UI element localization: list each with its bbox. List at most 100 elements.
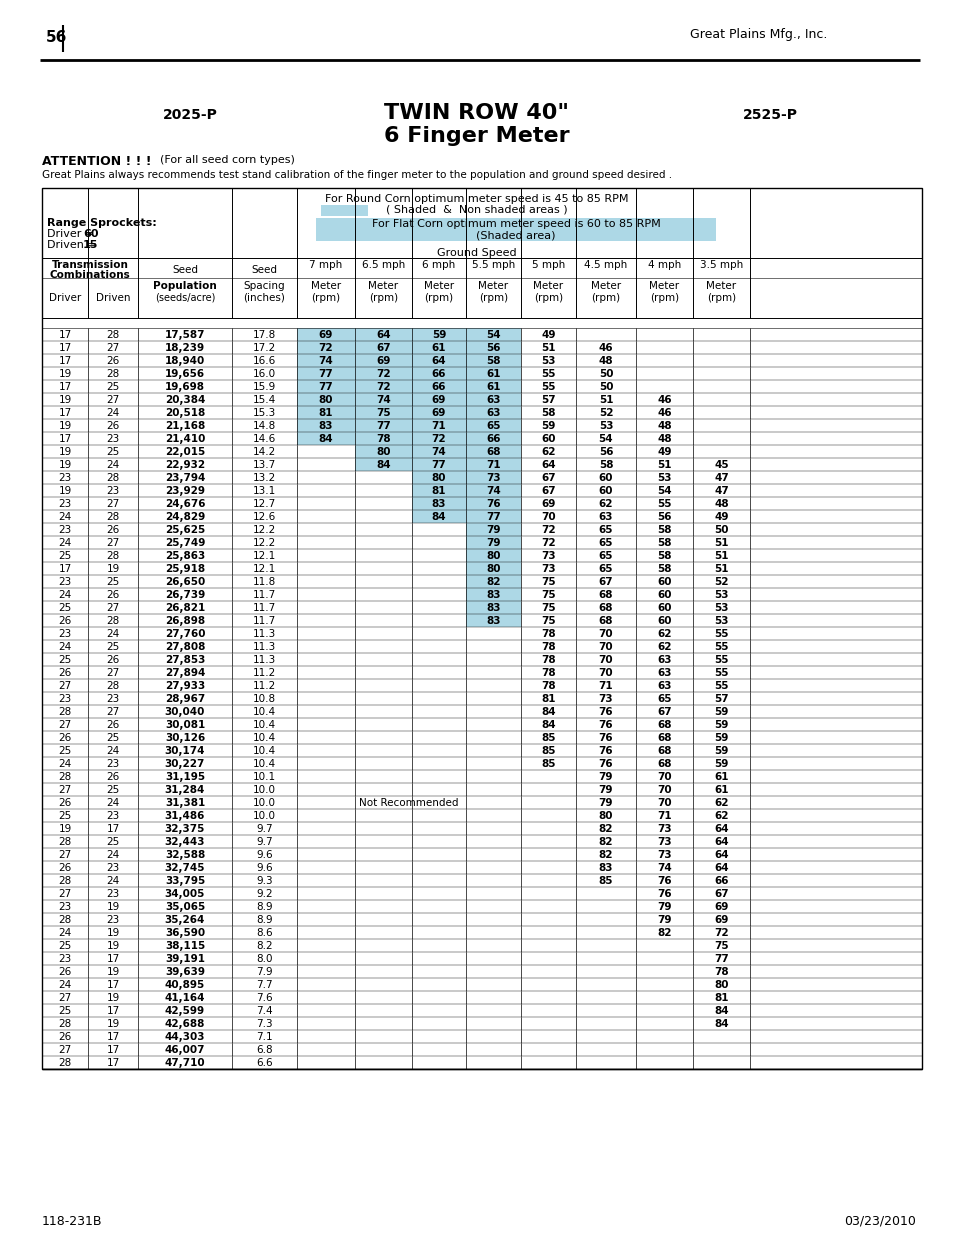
Text: 77: 77 — [375, 421, 391, 431]
Bar — [412, 445, 465, 458]
Text: 72: 72 — [540, 525, 556, 535]
Text: 80: 80 — [318, 395, 333, 405]
Text: 78: 78 — [540, 655, 556, 664]
Text: 24: 24 — [107, 746, 119, 756]
Text: 72: 72 — [540, 538, 556, 548]
Text: Meter: Meter — [649, 282, 679, 291]
Text: 17: 17 — [107, 1032, 119, 1042]
Text: Ground Speed: Ground Speed — [436, 248, 517, 258]
Text: 27: 27 — [58, 785, 71, 795]
Text: 64: 64 — [714, 850, 728, 860]
Text: 67: 67 — [598, 577, 613, 587]
Text: 25: 25 — [107, 577, 119, 587]
Text: 55: 55 — [657, 499, 671, 509]
Text: TWIN ROW 40": TWIN ROW 40" — [384, 103, 569, 124]
Text: 68: 68 — [598, 616, 613, 626]
Text: 63: 63 — [657, 668, 671, 678]
Text: 66: 66 — [432, 382, 446, 391]
Text: 69: 69 — [432, 408, 446, 417]
Text: 6 mph: 6 mph — [422, 261, 456, 270]
Text: 8.6: 8.6 — [256, 927, 273, 939]
Text: 26,650: 26,650 — [165, 577, 205, 587]
Text: 69: 69 — [714, 915, 728, 925]
Bar — [412, 432, 465, 445]
Text: Transmission: Transmission — [51, 261, 129, 270]
Text: 26,739: 26,739 — [165, 590, 205, 600]
Bar — [412, 367, 465, 380]
Text: 55: 55 — [540, 382, 556, 391]
Text: 70: 70 — [598, 668, 613, 678]
Text: (rpm): (rpm) — [369, 293, 397, 303]
Text: 24: 24 — [107, 459, 119, 471]
Text: 69: 69 — [714, 902, 728, 911]
Text: 55: 55 — [714, 668, 728, 678]
Text: Meter: Meter — [706, 282, 736, 291]
Bar — [465, 576, 520, 588]
Text: 79: 79 — [598, 785, 613, 795]
Text: (rpm): (rpm) — [649, 293, 679, 303]
Text: 69: 69 — [540, 499, 555, 509]
Text: 30,081: 30,081 — [165, 720, 205, 730]
Text: 68: 68 — [657, 720, 671, 730]
Bar — [465, 432, 520, 445]
Bar — [355, 406, 412, 419]
Bar — [465, 367, 520, 380]
Text: 55: 55 — [714, 680, 728, 692]
Text: Driver: Driver — [49, 293, 81, 303]
Text: 84: 84 — [318, 433, 333, 445]
Text: 74: 74 — [486, 487, 500, 496]
Text: 65: 65 — [598, 538, 613, 548]
Text: 85: 85 — [540, 746, 556, 756]
Bar — [355, 419, 412, 432]
Text: 76: 76 — [598, 706, 613, 718]
Text: 78: 78 — [540, 680, 556, 692]
Text: 17: 17 — [107, 981, 119, 990]
Text: 26: 26 — [107, 772, 119, 782]
Text: Meter: Meter — [478, 282, 508, 291]
Text: 5.5 mph: 5.5 mph — [472, 261, 515, 270]
Text: 63: 63 — [486, 395, 500, 405]
Text: 69: 69 — [432, 395, 446, 405]
Text: Driven =: Driven = — [47, 240, 96, 249]
Text: 48: 48 — [714, 499, 728, 509]
Text: 15.4: 15.4 — [253, 395, 275, 405]
Text: 25,625: 25,625 — [165, 525, 205, 535]
Text: 4.5 mph: 4.5 mph — [584, 261, 627, 270]
Text: 76: 76 — [598, 720, 613, 730]
Text: 11.3: 11.3 — [253, 642, 275, 652]
Text: 57: 57 — [540, 395, 556, 405]
Text: 52: 52 — [714, 577, 728, 587]
Text: 83: 83 — [486, 590, 500, 600]
Text: 30,126: 30,126 — [165, 734, 205, 743]
Text: 25: 25 — [58, 603, 71, 613]
Text: 28: 28 — [58, 772, 71, 782]
Text: 58: 58 — [657, 564, 671, 574]
Text: 28: 28 — [107, 551, 119, 561]
Text: 24: 24 — [107, 850, 119, 860]
Text: 19: 19 — [58, 459, 71, 471]
Text: 33,795: 33,795 — [165, 876, 205, 885]
Text: 23: 23 — [58, 953, 71, 965]
Bar — [465, 588, 520, 601]
Text: 60: 60 — [598, 487, 613, 496]
Text: 31,381: 31,381 — [165, 798, 205, 808]
Text: 15: 15 — [83, 240, 98, 249]
Text: 50: 50 — [714, 525, 728, 535]
Text: 76: 76 — [486, 499, 500, 509]
Text: 8.9: 8.9 — [256, 915, 273, 925]
Bar — [355, 367, 412, 380]
Text: 62: 62 — [714, 811, 728, 821]
Text: 55: 55 — [714, 629, 728, 638]
Text: 7 mph: 7 mph — [309, 261, 342, 270]
Text: 11.7: 11.7 — [253, 590, 275, 600]
Text: 27: 27 — [58, 1045, 71, 1055]
Text: 70: 70 — [598, 629, 613, 638]
Text: 81: 81 — [318, 408, 333, 417]
Text: 53: 53 — [714, 616, 728, 626]
Text: 84: 84 — [540, 706, 556, 718]
Text: 13.1: 13.1 — [253, 487, 275, 496]
Text: 28: 28 — [58, 1058, 71, 1068]
Text: 79: 79 — [657, 915, 671, 925]
Text: 19,656: 19,656 — [165, 369, 205, 379]
Text: 27: 27 — [58, 680, 71, 692]
